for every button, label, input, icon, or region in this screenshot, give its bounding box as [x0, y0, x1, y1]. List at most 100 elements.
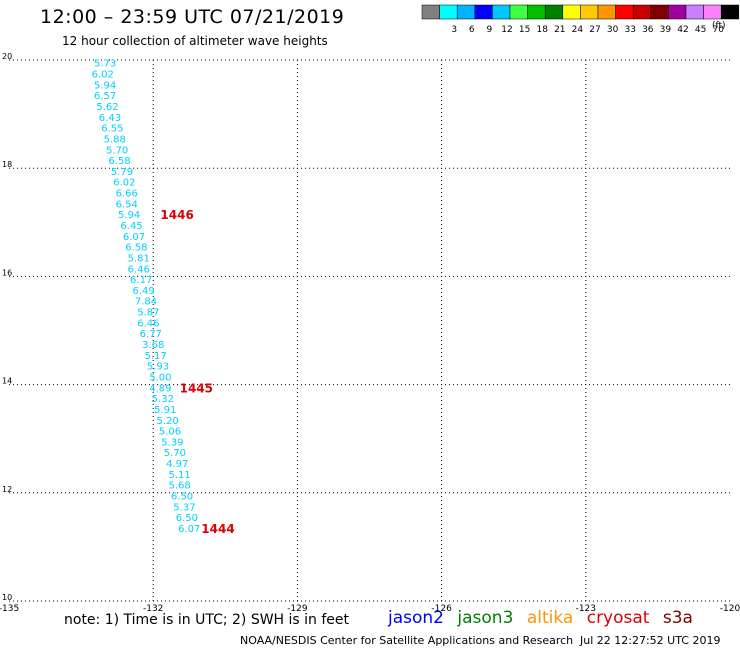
- legend-swatch: [492, 4, 511, 20]
- y-tick-label: 14: [2, 377, 12, 386]
- chart-title: 12:00 – 23:59 UTC 07/21/2019: [40, 6, 345, 28]
- legend-swatch: [615, 4, 634, 20]
- satellite-jason3: jason3: [457, 608, 514, 628]
- y-tick-label: 18: [2, 160, 12, 169]
- time-labels: 1446 1445 1444: [160, 208, 234, 536]
- legend-label: 24: [572, 25, 584, 35]
- wave-height-point: 3.68: [142, 340, 164, 351]
- wave-height-point: 6.43: [99, 113, 121, 124]
- wave-height-point: 5.39: [161, 437, 183, 448]
- color-legend: 3 6 9 12 15 18 21 24 27 30 33 36 39 42 45 70: [421, 4, 740, 35]
- wave-height-point: 5.37: [173, 502, 195, 513]
- wave-height-point: 5.87: [137, 308, 159, 319]
- legend-label: 45: [695, 25, 706, 35]
- satellite-s3a: s3a: [662, 608, 693, 628]
- wave-height-point: 6.57: [94, 91, 116, 102]
- wave-height-point: 5.79: [111, 167, 133, 178]
- wave-height-point: 5.11: [169, 470, 191, 481]
- wave-height-point: 6.50: [171, 492, 193, 503]
- legend-swatch: [527, 4, 546, 20]
- wave-height-point: 5.70: [106, 145, 128, 156]
- wave-height-point: 6.66: [116, 189, 138, 200]
- satellite-jason2: jason2: [388, 608, 444, 628]
- color-legend-unit: (ft): [712, 21, 726, 31]
- footer-note: note: 1) Time is in UTC; 2) SWH is in fe…: [64, 612, 350, 628]
- wave-height-point: 5.93: [147, 362, 169, 373]
- x-tick-label: -120: [720, 604, 740, 614]
- x-tick-label: -132: [143, 604, 163, 614]
- wave-height-point: 6.77: [140, 329, 162, 340]
- satellite-cryosat: cryosat: [586, 608, 650, 628]
- wave-height-point: 6.17: [130, 275, 152, 286]
- legend-label: 30: [607, 25, 619, 35]
- footer-timestamp: Jul 22 12:27:52 UTC 2019: [580, 634, 721, 647]
- wave-height-point: 6.02: [92, 70, 114, 81]
- wave-height-point: 6.07: [178, 524, 200, 535]
- legend-swatch: [580, 4, 599, 20]
- wave-height-point: 7.84: [135, 297, 157, 308]
- footer-credit: NOAA/NESDIS Center for Satellite Applica…: [240, 634, 574, 647]
- wave-height-point: 6.54: [116, 199, 138, 210]
- time-label: 1445: [180, 381, 213, 395]
- wave-height-point: 6.45: [120, 221, 142, 232]
- wave-height-point: 5.00: [149, 372, 171, 383]
- wave-height-point: 4.97: [166, 459, 188, 470]
- x-tick-label: -126: [431, 604, 452, 614]
- legend-swatch: [703, 4, 722, 20]
- legend-swatch: [509, 4, 528, 20]
- tick-labels: -135 -132 -129 -126 -123 -120 10 12 14 16 18 20: [0, 52, 740, 614]
- legend-label: 15: [519, 25, 530, 35]
- chart-subtitle: 12 hour collection of altimeter wave hei…: [62, 34, 328, 48]
- wave-height-point: 5.94: [118, 210, 140, 221]
- legend-label: 42: [677, 25, 688, 35]
- wave-height-point: 5.06: [159, 427, 181, 438]
- x-tick-label: -129: [287, 604, 308, 614]
- legend-label: 39: [660, 25, 672, 35]
- legend-swatch: [439, 4, 458, 20]
- legend-label: 70: [712, 25, 724, 35]
- wave-height-point: 5.32: [152, 394, 174, 405]
- y-tick-label: 20: [2, 52, 12, 61]
- wave-height-point: 5.94: [94, 80, 116, 91]
- legend-swatch: [668, 4, 687, 20]
- x-tick-label: -135: [0, 604, 19, 614]
- wave-height-point: 5.88: [104, 134, 126, 145]
- time-label: 1444: [201, 522, 234, 536]
- wave-height-point: 4.89: [149, 383, 171, 394]
- wave-height-point: 5.68: [169, 481, 191, 492]
- wave-height-point: 6.46: [137, 318, 159, 329]
- time-label: 1446: [160, 208, 193, 222]
- legend-label: 21: [554, 25, 565, 35]
- legend-label: 33: [624, 25, 635, 35]
- satellite-altika: altika: [526, 608, 574, 628]
- wave-height-point: 6.55: [101, 124, 123, 135]
- wave-height-point: 5.70: [164, 448, 186, 459]
- legend-label: 12: [501, 25, 512, 35]
- legend-swatch: [456, 4, 476, 20]
- wave-height-point: 5.17: [144, 351, 166, 362]
- legend-label: 3: [451, 25, 457, 35]
- wave-height-point: 6.58: [125, 243, 147, 254]
- wave-height-point: 5.73: [94, 59, 116, 70]
- grid: [9, 59, 730, 602]
- y-tick-label: 10: [2, 593, 12, 602]
- legend-swatch: [632, 4, 652, 20]
- wave-height-point: 6.50: [176, 513, 198, 524]
- wave-height-point: 6.02: [113, 178, 135, 189]
- wave-height-point: 6.49: [132, 286, 154, 297]
- legend-swatch: [597, 4, 616, 20]
- wave-height-point: 6.58: [108, 156, 130, 167]
- legend-label: 36: [642, 25, 654, 35]
- legend-swatch: [562, 4, 581, 20]
- y-tick-label: 16: [2, 268, 12, 277]
- legend-swatch: [720, 4, 740, 20]
- legend-swatch: [685, 4, 704, 20]
- wave-height-point: 6.46: [128, 264, 150, 275]
- y-tick-label: 12: [2, 485, 12, 494]
- legend-label: 18: [536, 25, 548, 35]
- legend-label: 9: [487, 25, 493, 35]
- legend-swatch: [544, 4, 564, 20]
- wave-height-point: 5.81: [128, 253, 150, 264]
- wave-height-point: 5.62: [96, 102, 118, 113]
